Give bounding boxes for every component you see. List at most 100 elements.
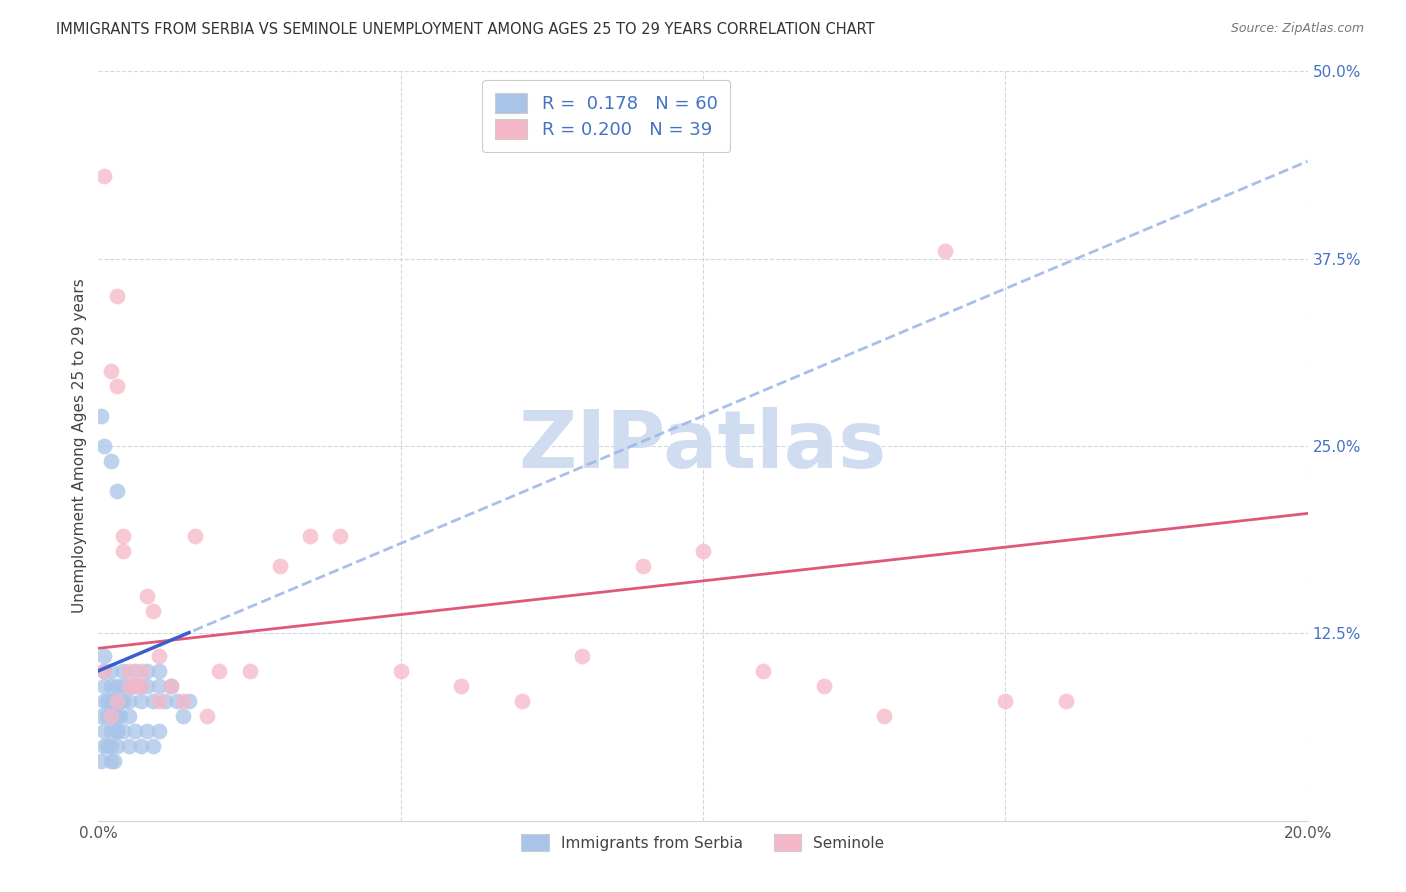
Point	[148, 679, 170, 693]
Point	[105, 289, 128, 303]
Point	[142, 739, 165, 753]
Point	[93, 739, 115, 753]
Text: ZIPatlas: ZIPatlas	[519, 407, 887, 485]
Point	[148, 664, 170, 678]
Y-axis label: Unemployment Among Ages 25 to 29 years: Unemployment Among Ages 25 to 29 years	[72, 278, 87, 614]
Point	[934, 244, 956, 259]
Point	[118, 708, 141, 723]
Point	[93, 664, 115, 678]
Point	[93, 723, 115, 738]
Point	[100, 364, 122, 378]
Point	[135, 723, 157, 738]
Point	[111, 664, 134, 678]
Point	[450, 679, 472, 693]
Point	[100, 694, 122, 708]
Point	[111, 544, 134, 558]
Point	[111, 694, 134, 708]
Point	[153, 694, 176, 708]
Point	[166, 694, 188, 708]
Point	[118, 679, 141, 693]
Point	[571, 648, 593, 663]
Point	[135, 589, 157, 603]
Point	[105, 723, 128, 738]
Point	[118, 664, 141, 678]
Point	[100, 754, 122, 768]
Point	[111, 723, 134, 738]
Point	[100, 708, 122, 723]
Point	[124, 723, 146, 738]
Point	[105, 708, 128, 723]
Legend: Immigrants from Serbia, Seminole: Immigrants from Serbia, Seminole	[510, 823, 896, 862]
Point	[93, 694, 115, 708]
Point	[100, 679, 122, 693]
Point	[692, 544, 714, 558]
Point	[129, 679, 152, 693]
Point	[100, 723, 122, 738]
Point	[100, 708, 122, 723]
Point	[148, 648, 170, 663]
Point	[135, 664, 157, 678]
Point	[208, 664, 231, 678]
Point	[100, 739, 122, 753]
Point	[160, 679, 183, 693]
Point	[510, 694, 533, 708]
Point	[93, 169, 115, 184]
Point	[389, 664, 412, 678]
Point	[1054, 694, 1077, 708]
Point	[160, 679, 183, 693]
Point	[179, 694, 201, 708]
Point	[813, 679, 835, 693]
Point	[129, 679, 152, 693]
Point	[129, 694, 152, 708]
Point	[172, 694, 194, 708]
Point	[239, 664, 262, 678]
Point	[90, 708, 112, 723]
Point	[172, 708, 194, 723]
Point	[93, 679, 115, 693]
Point	[90, 409, 112, 423]
Point	[105, 694, 128, 708]
Point	[105, 694, 128, 708]
Point	[129, 664, 152, 678]
Point	[135, 679, 157, 693]
Point	[994, 694, 1017, 708]
Point	[105, 379, 128, 393]
Point	[103, 694, 125, 708]
Point	[269, 558, 291, 573]
Point	[752, 664, 775, 678]
Point	[93, 648, 115, 663]
Point	[108, 708, 131, 723]
Point	[105, 723, 128, 738]
Point	[103, 754, 125, 768]
Point	[96, 694, 118, 708]
Point	[93, 439, 115, 453]
Point	[103, 708, 125, 723]
Point	[631, 558, 654, 573]
Point	[96, 708, 118, 723]
Point	[124, 664, 146, 678]
Point	[129, 739, 152, 753]
Point	[184, 529, 207, 543]
Text: Source: ZipAtlas.com: Source: ZipAtlas.com	[1230, 22, 1364, 36]
Point	[118, 739, 141, 753]
Point	[124, 679, 146, 693]
Point	[124, 679, 146, 693]
Text: IMMIGRANTS FROM SERBIA VS SEMINOLE UNEMPLOYMENT AMONG AGES 25 TO 29 YEARS CORREL: IMMIGRANTS FROM SERBIA VS SEMINOLE UNEMP…	[56, 22, 875, 37]
Point	[148, 694, 170, 708]
Point	[299, 529, 322, 543]
Point	[111, 679, 134, 693]
Point	[111, 529, 134, 543]
Point	[105, 483, 128, 498]
Point	[148, 723, 170, 738]
Point	[90, 754, 112, 768]
Point	[118, 679, 141, 693]
Point	[105, 739, 128, 753]
Point	[118, 694, 141, 708]
Point	[195, 708, 218, 723]
Point	[100, 664, 122, 678]
Point	[108, 694, 131, 708]
Point	[105, 679, 128, 693]
Point	[96, 739, 118, 753]
Point	[873, 708, 896, 723]
Point	[142, 694, 165, 708]
